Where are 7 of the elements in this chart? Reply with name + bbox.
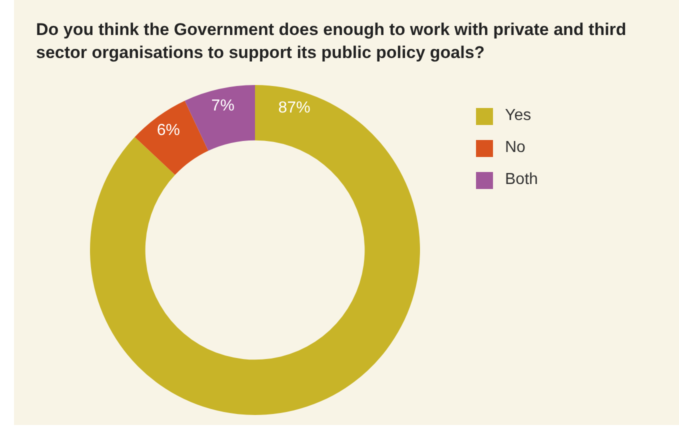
legend-label: Yes	[505, 107, 532, 125]
chart-title: Do you think the Government does enough to work with private and third sector organisations to support its public policy goals?	[36, 19, 628, 64]
data-label: 87%	[278, 99, 310, 116]
legend-label: No	[505, 139, 526, 157]
legend-label: Both	[505, 171, 538, 189]
data-label: 6%	[156, 122, 180, 140]
data-label: 7%	[211, 98, 234, 115]
